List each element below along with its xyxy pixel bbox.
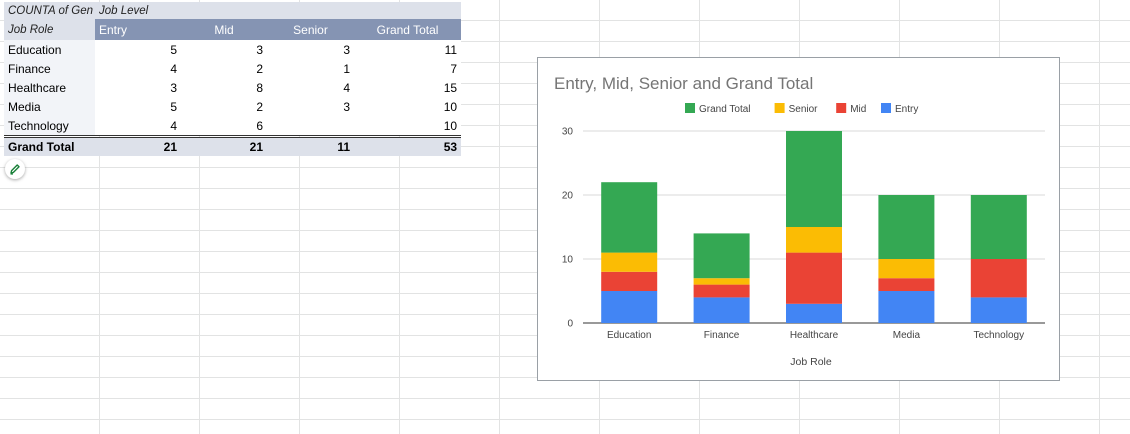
legend-swatch [685,103,695,113]
pivot-cell[interactable]: 4 [267,78,354,97]
bar-mid [601,271,658,291]
pivot-row-label[interactable]: Education [4,40,95,59]
bar-entry [878,291,935,323]
pivot-row: Technology 4 6 10 [4,116,462,137]
pivot-cell[interactable]: 4 [95,116,181,137]
pivot-total-cell[interactable]: 53 [354,135,462,156]
pivot-cell[interactable]: 3 [267,97,354,116]
bar-senior [878,259,935,279]
y-tick-label: 20 [562,191,574,202]
y-tick-label: 10 [562,255,574,266]
pivot-cell[interactable]: 10 [354,116,462,137]
bar-grand-total [970,195,1027,259]
pivot-cell[interactable]: 8 [181,78,267,97]
pivot-cell[interactable]: 3 [95,78,181,97]
pencil-icon [10,164,20,175]
chart-x-axis-label: Job Role [790,356,832,368]
x-tick-label: Healthcare [790,330,839,341]
pivot-cell[interactable]: 5 [95,97,181,116]
pivot-corner-label[interactable]: COUNTA of Gen [4,2,95,19]
bar-grand-total [786,131,842,227]
bar-grand-total [693,233,750,279]
pivot-row: Education 5 3 3 11 [4,40,462,59]
y-tick-label: 0 [567,319,573,330]
pivot-cell[interactable]: 3 [267,40,354,59]
pivot-row-label[interactable]: Healthcare [4,78,95,97]
pivot-cell[interactable]: 7 [354,59,462,78]
pivot-total-cell[interactable]: 21 [181,135,267,156]
legend-swatch [836,103,847,113]
bar-senior [693,278,750,285]
pivot-cell[interactable] [267,116,354,137]
x-tick-label: Education [607,330,651,341]
pivot-cell[interactable]: 4 [95,59,181,78]
pivot-cell[interactable]: 2 [181,97,267,116]
bar-senior [786,227,842,253]
bar-mid [878,278,935,291]
bar-mid [970,259,1027,298]
pivot-cell[interactable]: 6 [181,116,267,137]
pivot-col-header-mid[interactable]: Mid [181,19,267,40]
bar-entry [970,297,1027,323]
chart-canvas: Entry, Mid, Senior and Grand Total Grand… [554,74,1045,368]
pivot-table: COUNTA of Gen Job Level Job Role Entry M… [4,2,462,156]
pivot-cell[interactable]: 10 [354,97,462,116]
bar-grand-total [878,195,935,259]
bar-entry [693,297,750,323]
y-tick-label: 30 [562,127,574,138]
pivot-cell[interactable]: 5 [95,40,181,59]
legend-swatch [881,103,891,113]
bar-grand-total [601,182,658,253]
pivot-cell[interactable]: 1 [267,59,354,78]
legend-swatch [774,103,785,113]
pivot-total-row: Grand Total 21 21 11 53 [4,135,462,156]
bar-mid [693,284,750,298]
chart[interactable]: Entry, Mid, Senior and Grand Total Grand… [537,57,1060,381]
pivot-col-header-senior[interactable]: Senior [267,19,354,40]
pivot-cell[interactable]: 11 [354,40,462,59]
edit-pivot-button[interactable] [5,159,25,179]
pivot-row: Healthcare 3 8 4 15 [4,78,462,97]
bar-mid [786,252,842,304]
legend-label: Entry [895,104,918,115]
chart-y-axis: 0 10 20 30 [562,127,574,330]
pivot-total-cell[interactable]: 21 [95,135,181,156]
pivot-total-label[interactable]: Grand Total [4,135,95,156]
pivot-cell[interactable]: 3 [181,40,267,59]
x-tick-label: Finance [704,330,740,341]
chart-title: Entry, Mid, Senior and Grand Total [554,74,813,93]
chart-legend: Grand Total Senior Mid Entry [685,103,918,115]
pivot-row-header-label[interactable]: Job Role [4,19,95,40]
pivot-cell[interactable]: 15 [354,78,462,97]
pivot-row: Media 5 2 3 10 [4,97,462,116]
bar-entry [786,303,842,323]
bar-senior [601,252,658,272]
pivot-col-header-entry[interactable]: Entry [95,19,181,40]
pivot-row-label[interactable]: Technology [4,116,95,137]
pivot-row-label[interactable]: Finance [4,59,95,78]
x-tick-label: Technology [974,330,1025,341]
pivot-col-header-grand-total[interactable]: Grand Total [354,19,462,40]
pivot-column-group-label[interactable]: Job Level [95,2,462,19]
legend-label: Mid [850,104,866,115]
pivot-total-cell[interactable]: 11 [267,135,354,156]
pivot-cell[interactable]: 2 [181,59,267,78]
legend-label: Senior [789,104,819,115]
chart-bars [601,131,1027,323]
x-tick-label: Media [893,330,921,341]
bar-entry [601,291,658,323]
pivot-row: Finance 4 2 1 7 [4,59,462,78]
chart-x-axis: Education Finance Healthcare Media Technolog… [607,330,1024,341]
legend-label: Grand Total [699,104,751,115]
pivot-row-label[interactable]: Media [4,97,95,116]
